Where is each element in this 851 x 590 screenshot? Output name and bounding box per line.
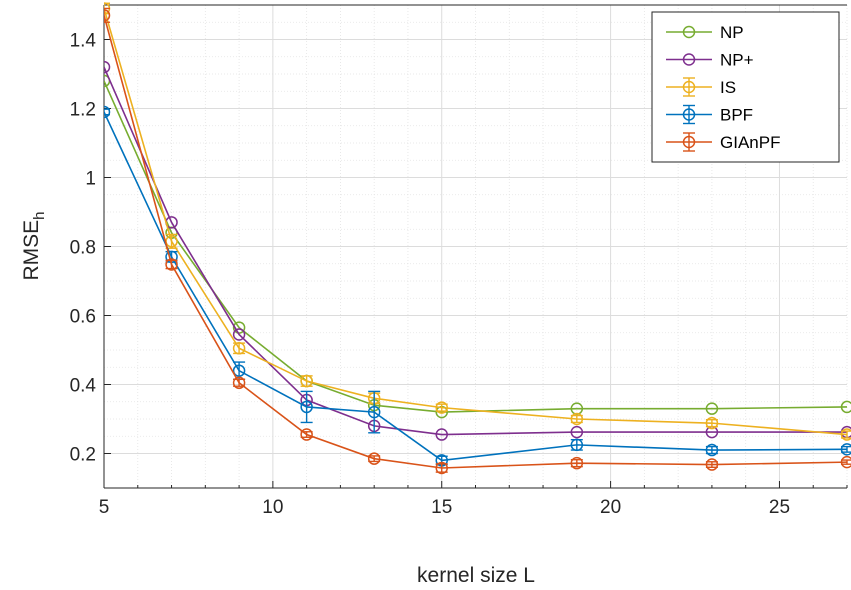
legend-marker <box>682 53 696 66</box>
y-axis-label: RMSEh <box>20 211 48 280</box>
data-point <box>435 428 448 441</box>
data-point <box>232 328 246 341</box>
data-point <box>705 443 719 457</box>
data-point <box>300 428 313 441</box>
y-tick-label: 0.2 <box>70 445 96 466</box>
data-point <box>435 401 448 414</box>
legend-label: NP+ <box>720 51 754 70</box>
legend-marker <box>682 80 696 94</box>
legend-label: NP <box>720 23 744 42</box>
data-point <box>367 405 381 419</box>
data-point <box>840 455 851 469</box>
data-point <box>570 456 584 470</box>
y-axis-label-main: RMSE <box>20 220 43 281</box>
data-point <box>165 258 178 271</box>
data-point <box>232 342 246 355</box>
legend-label: BPF <box>720 106 753 125</box>
data-point <box>300 400 313 414</box>
data-point <box>232 376 246 390</box>
legend-marker <box>682 25 696 39</box>
data-point <box>705 458 719 471</box>
legend-item-is: IS <box>666 77 736 97</box>
data-point <box>570 425 584 439</box>
data-point <box>367 452 381 465</box>
y-axis-label-subscript: h <box>31 211 48 219</box>
legend-marker <box>682 135 696 149</box>
legend-item-bpf: BPF <box>666 104 753 125</box>
data-point <box>840 400 851 414</box>
x-axis-label: kernel size L <box>417 564 535 587</box>
legend-label: GIAnPF <box>720 133 780 152</box>
data-point <box>705 402 719 415</box>
data-point <box>570 412 584 426</box>
data-point <box>840 443 851 456</box>
data-point <box>705 416 719 430</box>
x-tick-label: 25 <box>769 497 790 518</box>
legend-item-np: NP <box>666 23 744 42</box>
data-point <box>104 60 111 74</box>
legend: NP NP+ IS BPF GIAnPF <box>651 11 840 163</box>
data-point <box>570 438 584 452</box>
data-point <box>300 374 313 388</box>
y-tick-label: 1 <box>85 169 96 190</box>
x-tick-label: 10 <box>262 497 283 518</box>
series-gianpf <box>104 7 851 475</box>
series-bpf <box>104 105 851 467</box>
data-point <box>104 105 111 119</box>
axes: 5 10 15 20 25 0.2 0.4 0.6 0.8 1 1.2 1.4 <box>70 4 848 518</box>
y-tick-label: 0.8 <box>70 238 96 259</box>
data-point <box>435 461 448 475</box>
x-tick-label: 15 <box>431 497 452 518</box>
data-point <box>232 364 246 377</box>
y-tick-label: 0.6 <box>70 307 96 328</box>
y-tick-label: 0.4 <box>70 376 97 397</box>
x-tick-label: 5 <box>99 497 110 518</box>
data-point <box>840 428 851 441</box>
legend-item-gianpf: GIAnPF <box>666 132 780 152</box>
data-point <box>104 9 111 22</box>
legend-label: IS <box>720 78 736 97</box>
legend-marker <box>682 108 696 121</box>
y-tick-label: 1.4 <box>70 31 97 52</box>
series-layer <box>104 2 851 475</box>
legend-item-np-: NP+ <box>666 51 754 70</box>
x-tick-label: 20 <box>600 497 621 518</box>
y-tick-label: 1.2 <box>70 100 96 121</box>
